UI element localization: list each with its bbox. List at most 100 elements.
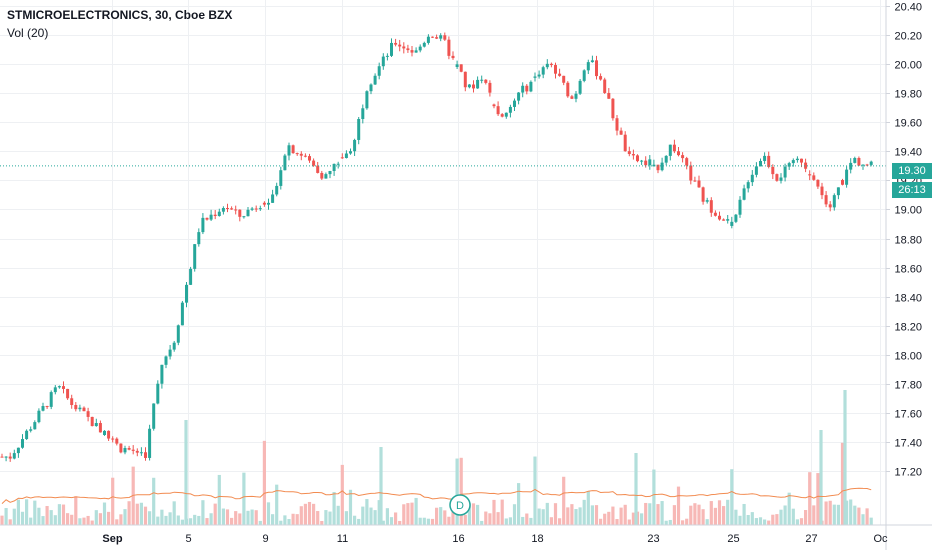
candle-body: [148, 428, 152, 458]
volume-bar: [402, 504, 406, 525]
volume-bar: [12, 508, 16, 525]
volume-bar: [541, 509, 545, 525]
volume-bar: [558, 518, 562, 525]
candle-body: [652, 164, 656, 167]
candle-body: [312, 160, 316, 166]
volume-bar: [369, 507, 373, 525]
volume-bar: [836, 504, 840, 525]
candle-body: [94, 423, 98, 427]
volume-bar: [467, 503, 471, 525]
volume-bar: [455, 458, 459, 525]
volume-bar: [537, 508, 541, 525]
candle-body: [8, 456, 12, 459]
volume-indicator-label[interactable]: Vol (20): [7, 26, 49, 40]
candle-body: [344, 153, 348, 159]
time-tick-label: Sep: [102, 533, 122, 545]
candle-body: [439, 35, 443, 39]
price-tick-label: 20.40: [894, 2, 922, 14]
candle-body: [213, 214, 217, 216]
volume-bar: [225, 509, 230, 525]
candle-body: [41, 406, 45, 411]
dividend-event-marker[interactable]: D: [449, 494, 471, 516]
volume-bar: [29, 517, 33, 525]
last-price-label: 19.30: [892, 163, 932, 179]
candle-body: [492, 104, 496, 107]
candle-body: [791, 160, 795, 164]
candle-body: [303, 155, 307, 157]
volume-bar: [742, 503, 746, 525]
candle-body: [648, 159, 652, 166]
volume-bar: [209, 513, 213, 525]
volume-bar: [238, 513, 242, 525]
volume-bar: [795, 519, 799, 525]
candle-body: [713, 212, 717, 216]
volume-bar: [492, 499, 496, 525]
price-tick-label: 19.40: [894, 147, 922, 159]
candle-body: [49, 392, 53, 407]
candle-body: [164, 356, 168, 365]
time-tick-label: Oc: [873, 533, 888, 545]
price-tick-label: 17.60: [894, 409, 922, 421]
volume-bar: [832, 504, 836, 525]
price-tick-label: 18.80: [894, 235, 922, 247]
candle-body: [849, 162, 853, 170]
price-tick-label: 18.60: [894, 264, 922, 276]
time-axis[interactable]: Sep 5 9 11 16 18 23 25 27 Oc: [0, 524, 932, 545]
candle-body: [119, 443, 123, 453]
volume-bar: [529, 517, 533, 525]
volume-bar: [4, 508, 8, 525]
volume-bar: [664, 520, 668, 525]
candle-body: [504, 112, 508, 117]
symbol-title[interactable]: STMICROELECTRONICS, 30, Cboe BZX: [7, 8, 233, 22]
candle-body: [607, 92, 611, 99]
candle-body: [500, 114, 504, 117]
price-axis[interactable]: 17.20 17.40 17.60 17.80 18.00 18.20 18.40 18.60…: [885, 0, 922, 550]
volume-bar: [701, 509, 705, 525]
volume-bar: [115, 519, 119, 525]
volume-bar: [217, 474, 221, 525]
candle-body: [82, 407, 86, 412]
volume-bar: [808, 472, 812, 525]
volume-bar: [156, 516, 160, 525]
volume-bar: [111, 477, 115, 525]
chart-legend[interactable]: STMICROELECTRONICS, 30, Cboe BZX Vol (20…: [7, 6, 232, 42]
volume-bar: [734, 509, 738, 525]
volume-bar: [681, 520, 685, 525]
volume-bar: [812, 505, 816, 525]
volume-bar: [398, 520, 402, 525]
candle-body: [853, 157, 857, 163]
volume-bar: [57, 504, 61, 525]
volume-bar: [37, 507, 41, 525]
volume-bar: [447, 516, 451, 525]
volume-bar: [90, 520, 94, 525]
candle-body: [767, 155, 771, 167]
volume-bar: [336, 505, 340, 525]
price-tick-label: 19.00: [894, 205, 922, 217]
candle-body: [361, 108, 365, 119]
volume-bar: [570, 504, 574, 525]
volume-bar: [312, 503, 316, 525]
volume-bar: [82, 517, 86, 525]
volume-bar: [758, 517, 763, 525]
volume-bar: [295, 514, 299, 525]
volume-bar: [865, 508, 869, 525]
candle-body: [832, 195, 836, 208]
candle-body: [135, 450, 139, 453]
time-tick-label: 5: [185, 533, 191, 545]
volume-bar: [545, 502, 549, 525]
candle-body: [595, 60, 598, 77]
candle-body: [74, 405, 78, 410]
volume-bar: [193, 514, 197, 525]
volume-bar: [377, 500, 381, 525]
candle-body: [578, 80, 582, 94]
volume-bar: [599, 518, 603, 525]
candle-body: [377, 66, 381, 76]
candle-body: [369, 84, 373, 92]
candle-body: [746, 182, 750, 189]
volume-bar: [693, 503, 697, 525]
price-tick-label: 18.20: [894, 322, 922, 334]
candle-body: [176, 325, 180, 343]
volume-bar: [152, 477, 156, 525]
time-tick-label: 9: [262, 533, 268, 545]
